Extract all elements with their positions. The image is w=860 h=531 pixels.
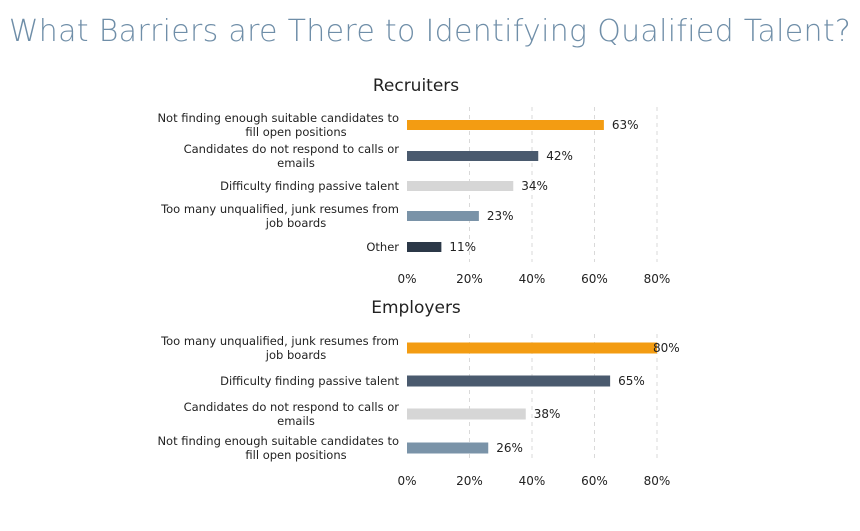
bar (407, 211, 479, 221)
value-label: 23% (487, 209, 514, 223)
bar (407, 408, 526, 420)
category-label: Not finding enough suitable candidates t… (157, 434, 399, 462)
value-label: 42% (546, 149, 573, 163)
bar (407, 442, 489, 454)
category-label-line: Difficulty finding passive talent (220, 374, 399, 388)
category-label-line: Difficulty finding passive talent (220, 179, 399, 193)
category-label-line: Candidates do not respond to calls or (184, 400, 400, 414)
category-label: Candidates do not respond to calls orema… (184, 400, 400, 428)
x-tick-label: 40% (519, 272, 546, 286)
category-label-line: job boards (265, 348, 326, 362)
bar (407, 151, 539, 161)
category-label-line: fill open positions (245, 125, 346, 139)
chart-employers: Employers 0% 20% 40% 60% 80% Too many unqualif… (157, 298, 679, 488)
bar (407, 375, 611, 387)
category-label-line: job boards (265, 216, 326, 230)
category-label-line: emails (277, 156, 315, 170)
category-label-line: Other (366, 240, 399, 254)
category-label-line: emails (277, 414, 315, 428)
category-label: Too many unqualified, junk resumes fromj… (160, 202, 399, 230)
value-label: 38% (534, 407, 561, 421)
category-label: Too many unqualified, junk resumes fromj… (160, 334, 399, 362)
chart-recruiters: Recruiters 0% 20% 40% 60% 80% Not finding enou… (157, 76, 670, 286)
x-tick-label: 80% (644, 272, 671, 286)
x-tick-label: 0% (397, 272, 416, 286)
category-label: Difficulty finding passive talent (220, 179, 399, 193)
value-label: 63% (612, 118, 639, 132)
value-label: 11% (449, 240, 476, 254)
bar (407, 181, 514, 191)
value-label: 34% (521, 179, 548, 193)
category-label-line: Candidates do not respond to calls or (184, 142, 400, 156)
x-tick-label: 0% (397, 474, 416, 488)
bar (407, 120, 604, 130)
category-label: Difficulty finding passive talent (220, 374, 399, 388)
bar (407, 342, 657, 354)
bar (407, 242, 442, 252)
x-tick-label: 80% (644, 474, 671, 488)
value-label: 26% (496, 441, 523, 455)
chart-title: Recruiters (373, 76, 459, 96)
page-title: What Barriers are There to Identifying Q… (8, 14, 852, 49)
category-label: Not finding enough suitable candidates t… (157, 111, 399, 139)
x-tick-label: 60% (581, 272, 608, 286)
category-label-line: Too many unqualified, junk resumes from (160, 202, 399, 216)
x-tick-label: 40% (519, 474, 546, 488)
category-label: Candidates do not respond to calls orema… (184, 142, 400, 170)
x-tick-label: 60% (581, 474, 608, 488)
chart-title: Employers (371, 298, 461, 318)
category-label-line: Not finding enough suitable candidates t… (157, 434, 399, 448)
value-label: 65% (618, 374, 645, 388)
category-label: Other (366, 240, 399, 254)
category-label-line: Too many unqualified, junk resumes from (160, 334, 399, 348)
value-label: 80% (653, 341, 680, 355)
x-tick-label: 20% (456, 474, 483, 488)
x-tick-label: 20% (456, 272, 483, 286)
category-label-line: fill open positions (245, 448, 346, 462)
category-label-line: Not finding enough suitable candidates t… (157, 111, 399, 125)
